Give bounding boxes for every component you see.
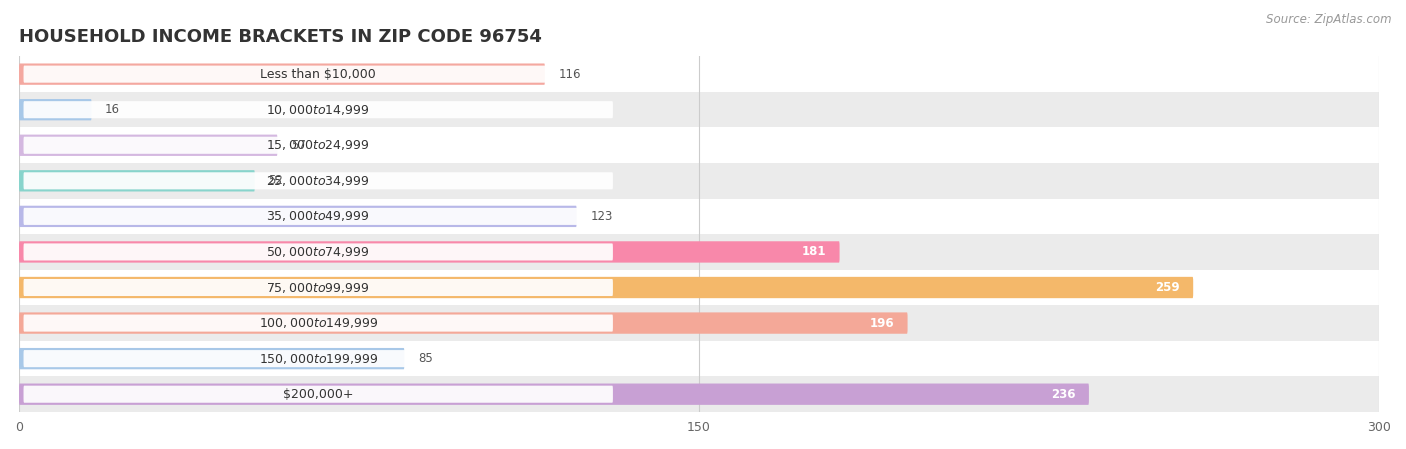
Text: 16: 16 xyxy=(105,103,120,116)
Text: Less than $10,000: Less than $10,000 xyxy=(260,68,375,81)
FancyBboxPatch shape xyxy=(20,383,1088,405)
Text: 196: 196 xyxy=(869,317,894,330)
FancyBboxPatch shape xyxy=(20,63,546,85)
FancyBboxPatch shape xyxy=(24,350,613,367)
Bar xyxy=(20,163,1379,198)
FancyBboxPatch shape xyxy=(20,348,405,369)
Text: Source: ZipAtlas.com: Source: ZipAtlas.com xyxy=(1267,13,1392,26)
Bar xyxy=(20,128,1379,163)
Text: HOUSEHOLD INCOME BRACKETS IN ZIP CODE 96754: HOUSEHOLD INCOME BRACKETS IN ZIP CODE 96… xyxy=(20,28,541,46)
Text: 259: 259 xyxy=(1154,281,1180,294)
FancyBboxPatch shape xyxy=(20,99,91,120)
FancyBboxPatch shape xyxy=(24,208,613,225)
Text: 181: 181 xyxy=(801,246,825,259)
FancyBboxPatch shape xyxy=(24,386,613,403)
FancyBboxPatch shape xyxy=(24,101,613,118)
FancyBboxPatch shape xyxy=(24,172,613,189)
Text: $75,000 to $99,999: $75,000 to $99,999 xyxy=(267,281,370,295)
Text: 123: 123 xyxy=(591,210,613,223)
Text: 116: 116 xyxy=(558,68,581,81)
Bar xyxy=(20,92,1379,128)
FancyBboxPatch shape xyxy=(20,170,254,191)
Text: $10,000 to $14,999: $10,000 to $14,999 xyxy=(267,103,370,117)
FancyBboxPatch shape xyxy=(20,206,576,227)
FancyBboxPatch shape xyxy=(24,315,613,332)
FancyBboxPatch shape xyxy=(20,313,908,334)
FancyBboxPatch shape xyxy=(20,277,1194,298)
Bar xyxy=(20,57,1379,92)
Bar xyxy=(20,376,1379,412)
Text: $15,000 to $24,999: $15,000 to $24,999 xyxy=(267,138,370,152)
Bar xyxy=(20,234,1379,270)
Text: $100,000 to $149,999: $100,000 to $149,999 xyxy=(259,316,378,330)
FancyBboxPatch shape xyxy=(24,279,613,296)
Text: $25,000 to $34,999: $25,000 to $34,999 xyxy=(267,174,370,188)
Text: $50,000 to $74,999: $50,000 to $74,999 xyxy=(267,245,370,259)
Text: 52: 52 xyxy=(269,174,283,187)
FancyBboxPatch shape xyxy=(24,137,613,154)
FancyBboxPatch shape xyxy=(24,66,613,83)
Bar xyxy=(20,198,1379,234)
Text: 236: 236 xyxy=(1050,387,1076,401)
FancyBboxPatch shape xyxy=(20,241,839,263)
Bar xyxy=(20,305,1379,341)
Text: 85: 85 xyxy=(418,352,433,365)
Bar xyxy=(20,270,1379,305)
Text: $150,000 to $199,999: $150,000 to $199,999 xyxy=(259,352,378,365)
Text: $200,000+: $200,000+ xyxy=(283,387,353,401)
Text: 57: 57 xyxy=(291,139,307,152)
Text: $35,000 to $49,999: $35,000 to $49,999 xyxy=(267,209,370,224)
Bar xyxy=(20,341,1379,376)
FancyBboxPatch shape xyxy=(20,135,277,156)
FancyBboxPatch shape xyxy=(24,243,613,260)
